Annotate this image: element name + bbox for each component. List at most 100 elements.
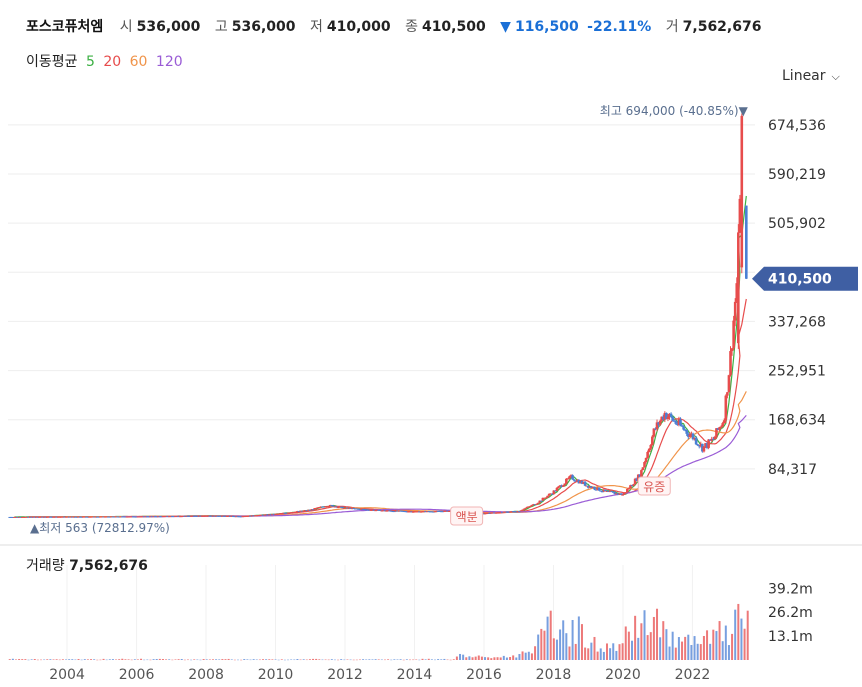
candle — [712, 438, 715, 440]
volume-bar — [115, 659, 118, 660]
candle — [549, 493, 553, 495]
candle — [579, 480, 582, 484]
candle — [155, 516, 159, 518]
candle — [594, 489, 598, 491]
candle — [385, 510, 388, 512]
candle — [200, 515, 204, 517]
candle — [679, 419, 682, 426]
volume-bar — [455, 656, 458, 660]
volume-bar — [721, 641, 724, 660]
change-down-icon: ▼ — [500, 19, 511, 35]
volume-bar — [387, 659, 390, 660]
volume-bar — [574, 643, 577, 660]
price-tick-label: 505,902 — [768, 216, 826, 232]
candle — [44, 516, 47, 518]
candle — [207, 515, 210, 517]
volume-bar — [740, 618, 743, 660]
change-percent: -22.11% — [587, 19, 652, 35]
candle — [504, 511, 507, 513]
volume-bar — [268, 659, 271, 660]
candle — [605, 491, 609, 493]
candle — [253, 515, 257, 517]
volume-bar — [140, 658, 143, 660]
candle — [682, 426, 685, 430]
ma-5-label[interactable]: 5 — [85, 54, 95, 70]
low-value: 410,000 — [326, 19, 391, 35]
candle — [433, 511, 437, 513]
candle — [591, 487, 595, 489]
candle — [524, 507, 527, 509]
volume-bar — [18, 659, 21, 660]
volume-bar — [552, 638, 555, 660]
ma-120-label[interactable]: 120 — [155, 54, 183, 70]
candle — [241, 516, 244, 518]
candle — [691, 433, 695, 440]
candle — [719, 426, 723, 428]
current-price-label: 410,500 — [768, 272, 832, 288]
volume-bar — [230, 659, 233, 660]
volume-bar — [71, 659, 74, 660]
scale-dropdown[interactable]: Linear ⌵ — [782, 68, 840, 84]
candle — [174, 516, 177, 518]
candle — [439, 511, 443, 513]
volume-bar — [102, 658, 105, 660]
volume-bar — [699, 644, 702, 660]
current-price-badge — [752, 266, 858, 291]
candle — [608, 491, 612, 493]
volume-bar — [399, 659, 402, 660]
volume-bar — [493, 657, 496, 660]
candle — [615, 493, 618, 495]
high-value: 536,000 — [231, 19, 296, 35]
volume-bar — [161, 659, 164, 660]
volume-bar — [487, 657, 490, 660]
candle — [192, 515, 196, 517]
candle — [117, 516, 121, 518]
volume-tick-label: 39.2m — [768, 581, 813, 597]
ma-title: 이동평균 — [26, 54, 78, 70]
volume-bar — [474, 656, 477, 660]
volume-bar — [130, 659, 133, 661]
price-tick-label: 674,536 — [768, 118, 826, 134]
volume-bar — [343, 659, 346, 661]
candle — [261, 514, 265, 516]
candle — [55, 516, 58, 518]
time-axis: 2004 2006 2008 2010 2012 2014 2016 2018 2020 2022 — [49, 667, 710, 683]
candle — [583, 481, 587, 486]
volume-bar — [143, 659, 146, 661]
candle — [530, 504, 534, 506]
candle — [666, 416, 670, 420]
candle — [382, 510, 385, 512]
candle — [175, 515, 179, 517]
candle — [242, 516, 246, 518]
candle — [313, 508, 316, 510]
ma-20-label[interactable]: 20 — [103, 54, 122, 70]
candle — [230, 516, 234, 518]
candle — [358, 508, 362, 510]
candle — [555, 487, 559, 492]
candle — [600, 491, 604, 493]
candle — [263, 514, 266, 516]
volume-panel-label: 거래량 — [26, 558, 65, 574]
volume-bar — [509, 657, 512, 660]
volume-bar — [61, 659, 64, 660]
candle — [508, 511, 512, 513]
ma-60-label[interactable]: 60 — [129, 54, 148, 70]
candle — [521, 509, 524, 511]
candle — [316, 507, 320, 509]
volume-bar — [177, 659, 180, 660]
candle — [535, 503, 538, 505]
volume-bar — [224, 659, 227, 660]
candle — [735, 283, 739, 302]
volume-bar — [202, 659, 205, 660]
volume-bar — [440, 659, 443, 660]
candle — [106, 516, 110, 518]
volume-axis: 39.2m 26.2m 13.1m — [768, 581, 813, 645]
candle — [324, 506, 327, 508]
volume-bar — [271, 659, 274, 660]
candle — [652, 428, 656, 437]
candle — [171, 516, 174, 518]
candle — [294, 511, 298, 513]
candle — [588, 486, 592, 488]
volume-bar — [174, 659, 177, 660]
